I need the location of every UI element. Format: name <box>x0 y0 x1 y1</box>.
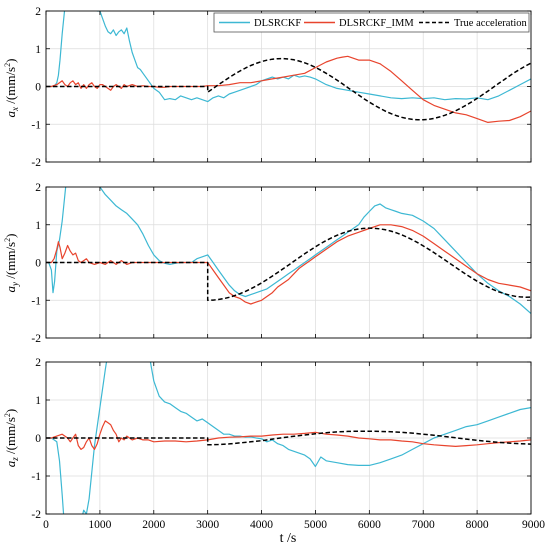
series-line-dlsrckf <box>46 362 531 514</box>
y-tick-label: 2 <box>35 6 41 18</box>
series-group <box>46 11 531 123</box>
x-tick-label: 5000 <box>304 519 327 531</box>
series-line-dlsrckf-imm <box>46 55 531 123</box>
y-tick-label: 0 <box>35 82 41 94</box>
y-tick-label: -1 <box>31 471 41 483</box>
y-tick-label: -2 <box>31 509 41 521</box>
x-tick-label: 8000 <box>466 519 489 531</box>
series-group <box>46 187 531 314</box>
panel-ax-chart: -2 -1 0 1 2 ax /(mm/s2) <box>3 6 532 169</box>
y-tick-label: -1 <box>31 119 41 131</box>
x-axis-label: t /s <box>280 531 297 546</box>
legend-label-dlsrckf: DLSRCKF <box>254 18 301 29</box>
panel-ay-chart: -2 -1 0 1 2 ay /(mm/s2) <box>3 182 532 345</box>
y-axis-label: ax /(mm/s2) <box>3 59 20 118</box>
series-line-true-acceleration <box>46 227 531 302</box>
x-tick-label: 1000 <box>88 519 111 531</box>
legend-box <box>213 12 530 33</box>
y-tick-label: -2 <box>31 157 41 169</box>
series-line-true-acceleration <box>46 430 531 446</box>
panel-az-chart: -2 -1 0 1 2 0 1000 2000 3000 4000 5000 6000 7000 800… <box>3 357 545 546</box>
x-tick-label: 7000 <box>412 519 435 531</box>
y-tick-label: 0 <box>35 258 41 270</box>
x-tick-label: 0 <box>43 519 49 531</box>
y-axis-ticks: -2 -1 0 1 2 <box>31 182 532 345</box>
y-tick-label: -2 <box>31 333 41 345</box>
x-tick-label: 6000 <box>358 519 381 531</box>
y-tick-label: -1 <box>31 295 41 307</box>
x-axis-ticks: 0 1000 2000 3000 4000 5000 6000 7000 8000 9000 <box>43 519 545 531</box>
x-tick-label: 4000 <box>250 519 273 531</box>
y-axis-label: ay /(mm/s2) <box>3 234 20 293</box>
x-tick-label: 2000 <box>142 519 165 531</box>
y-axis-ticks: -2 -1 0 1 2 <box>31 357 532 521</box>
y-tick-label: 2 <box>35 182 41 194</box>
x-tick-label: 3000 <box>196 519 219 531</box>
y-tick-label: 0 <box>35 433 41 445</box>
series-line-dlsrckf <box>46 187 531 314</box>
grid-lines <box>46 187 531 338</box>
y-axis-label: az /(mm/s2) <box>3 409 20 467</box>
y-tick-label: 1 <box>35 395 41 407</box>
y-tick-label: 1 <box>35 220 41 232</box>
legend: DLSRCKF DLSRCKF_IMM True acceleration <box>213 12 530 33</box>
x-tick-label: 9000 <box>522 519 545 531</box>
legend-label-dlsrckf-imm: DLSRCKF_IMM <box>339 18 414 29</box>
series-line-dlsrckf-imm <box>46 420 531 450</box>
series-line-dlsrckf-imm <box>46 224 531 305</box>
y-tick-label: 2 <box>35 357 41 369</box>
series-group <box>46 362 531 514</box>
series-line-dlsrckf <box>46 11 531 103</box>
legend-label-true-acceleration: True acceleration <box>454 18 528 29</box>
series-line-true-acceleration <box>46 57 531 121</box>
y-tick-label: 1 <box>35 44 41 56</box>
